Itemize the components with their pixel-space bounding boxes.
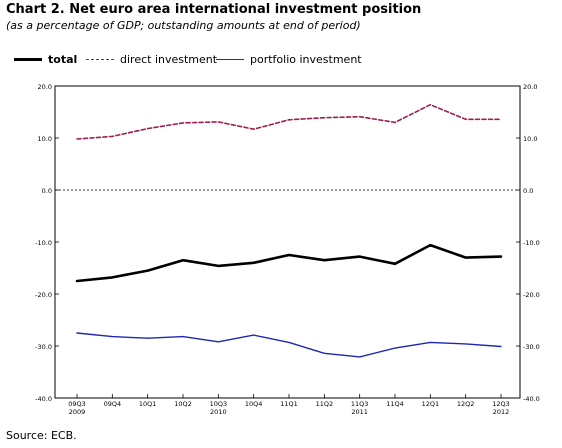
series-line-total (75, 243, 503, 283)
x-tick-label: 09Q4 (104, 400, 122, 408)
x-tick-label: 11Q1 (280, 400, 298, 408)
chart-title: Chart 2. Net euro area international inv… (6, 2, 422, 17)
legend-item-total: total (14, 53, 94, 67)
y-tick-label-left: -30.0 (35, 343, 52, 351)
y-tick-label-left: 20.0 (38, 83, 52, 91)
y-tick-label-left: 10.0 (38, 135, 52, 143)
source-note: Source: ECB. (6, 429, 77, 442)
series-layer (75, 103, 503, 358)
x-tick-label: 11Q3 (351, 400, 369, 408)
legend-label-total: total (48, 53, 78, 66)
legend-swatch-total (14, 58, 42, 61)
x-tick-label: 12Q3 (492, 400, 510, 408)
x-tick-label: 10Q3 (210, 400, 228, 408)
x-year-label: 2010 (210, 408, 227, 416)
chart-subtitle: (as a percentage of GDP; outstanding amo… (6, 19, 361, 32)
y-tick-label-right: 0.0 (523, 187, 533, 195)
legend-swatch-direct (86, 59, 114, 60)
x-tick-label: 12Q2 (457, 400, 475, 408)
y-tick-label-right: -30.0 (523, 343, 540, 351)
x-tick-label: 10Q2 (174, 400, 192, 408)
y-tick-label-left: -40.0 (35, 395, 52, 403)
x-tick-label: 09Q3 (68, 400, 86, 408)
y-tick-label-right: -20.0 (523, 291, 540, 299)
y-tick-label-right: 10.0 (523, 135, 537, 143)
series-line-direct (76, 103, 502, 140)
x-axis-years: 2009 2010 2011 2012 (69, 408, 510, 416)
y-tick-label-right: 20.0 (523, 83, 537, 91)
x-year-label: 2012 (493, 408, 510, 416)
plot-frame (54, 85, 521, 399)
series-line-portfolio (76, 332, 502, 358)
x-tick-label: 11Q2 (316, 400, 334, 408)
legend-swatch-portfolio (216, 59, 244, 60)
y-tick-label-right: -40.0 (523, 395, 540, 403)
legend-item-direct: direct investment (86, 53, 226, 67)
y-axis-left: 20.0 10.0 0.0 -10.0 -20.0 -30.0 -40.0 (35, 83, 59, 403)
x-tick-label: 12Q1 (422, 400, 440, 408)
x-axis: 09Q3 09Q4 10Q1 10Q2 10Q3 10Q4 11Q1 11Q2 11Q3 11Q4… (68, 394, 510, 408)
x-tick-label: 10Q4 (245, 400, 263, 408)
x-tick-label: 10Q1 (139, 400, 157, 408)
x-year-label: 2011 (351, 408, 368, 416)
y-tick-label-left: 0.0 (42, 187, 52, 195)
legend-item-portfolio: portfolio investment (216, 53, 366, 67)
y-axis-right: 20.0 10.0 0.0 -10.0 -20.0 -30.0 -40.0 (516, 83, 540, 403)
y-tick-label-left: -10.0 (35, 239, 52, 247)
y-tick-label-left: -20.0 (35, 291, 52, 299)
y-tick-label-right: -10.0 (523, 239, 540, 247)
legend-label-portfolio: portfolio investment (250, 53, 362, 66)
x-year-label: 2009 (69, 408, 86, 416)
legend-label-direct: direct investment (120, 53, 218, 66)
x-tick-label: 11Q4 (386, 400, 404, 408)
